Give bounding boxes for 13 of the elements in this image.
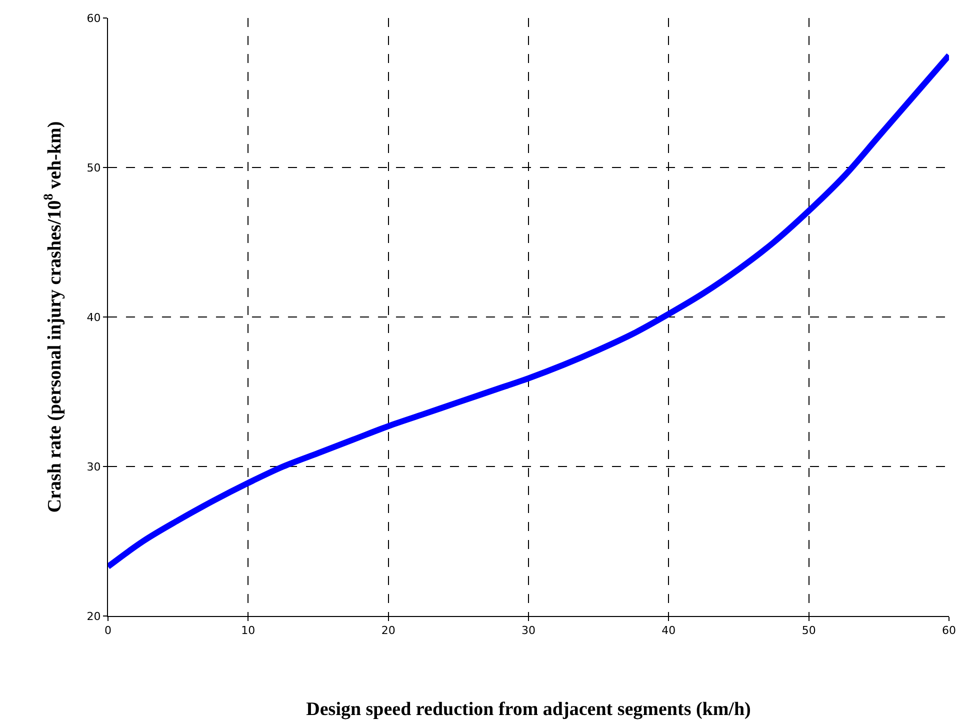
y-tick-label: 20 [86,610,101,623]
x-tick-label: 30 [522,624,536,638]
y-tick-label: 60 [86,12,101,25]
y-tick-label: 40 [86,310,101,324]
x-tick-label: 20 [381,624,396,638]
y-tick-label: 30 [86,460,101,474]
x-axis-title: Design speed reduction from adjacent segments (km/h) [306,699,751,720]
x-tick-label: 50 [802,624,816,638]
x-tick-label: 40 [662,624,676,638]
x-tick-label: 10 [241,624,256,638]
x-tick-label: 60 [942,624,956,638]
y-tick-label: 50 [86,161,101,174]
x-tick-label: 0 [104,624,112,638]
